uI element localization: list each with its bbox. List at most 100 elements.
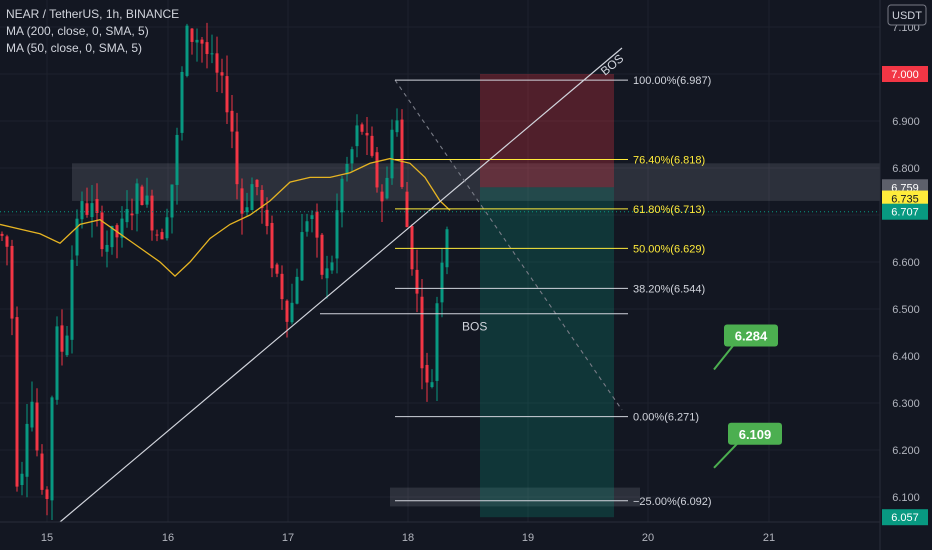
- candle: [155, 229, 159, 242]
- price-tag-label: 7.000: [891, 69, 919, 81]
- candle: [20, 461, 24, 496]
- candle-body: [120, 218, 124, 238]
- candle: [335, 193, 339, 274]
- ma-200-label: MA (200, close, 0, SMA, 5): [6, 24, 149, 38]
- candle: [380, 184, 384, 222]
- candle-body: [95, 199, 99, 213]
- x-tick-label: 20: [642, 532, 654, 544]
- fib-retracement: 100.00%(6.987) 76.40%(6.818) 61.80%(6.713)…: [395, 75, 712, 508]
- candle-body: [330, 262, 334, 271]
- candle-body: [255, 179, 259, 188]
- candle: [375, 146, 379, 193]
- candle-body: [170, 184, 174, 218]
- candle-body: [85, 203, 89, 215]
- moving-average: [0, 157, 451, 277]
- x-tick-label: 15: [41, 532, 53, 544]
- candle-body: [385, 177, 389, 199]
- candle-body: [380, 191, 384, 202]
- candle: [195, 28, 199, 62]
- candle: [445, 226, 449, 275]
- candle: [350, 146, 354, 172]
- candle: [30, 381, 34, 432]
- candle-body: [260, 189, 264, 209]
- candle-body: [245, 207, 249, 213]
- y-tick-label: 6.200: [892, 445, 920, 457]
- candle: [110, 225, 114, 255]
- candle: [180, 66, 184, 141]
- y-tick-label: 6.500: [892, 304, 920, 316]
- ma-line: [0, 157, 451, 277]
- candle-body: [70, 259, 74, 340]
- candle-body: [290, 302, 294, 323]
- fib-level-label: −25.00%(6.092): [633, 496, 712, 508]
- candle-body: [130, 213, 134, 216]
- candle: [355, 114, 359, 158]
- candle: [280, 265, 284, 310]
- candle: [115, 223, 119, 259]
- candle: [205, 22, 209, 69]
- callout-pointer: [713, 343, 735, 371]
- fib-level-label: 61.80%(6.713): [633, 204, 705, 216]
- candle-body: [65, 335, 69, 356]
- candles: [0, 22, 449, 520]
- fib-level-label: 76.40%(6.818): [633, 155, 705, 167]
- candle-body: [350, 149, 354, 164]
- currency-box: [887, 4, 927, 26]
- candle: [200, 37, 204, 63]
- candle: [135, 178, 139, 232]
- candle-body: [75, 218, 79, 256]
- candle-body: [210, 53, 214, 55]
- candle-body: [10, 245, 14, 319]
- callout-label: 6.284: [735, 329, 768, 344]
- y-tick-label: 6.300: [892, 398, 920, 410]
- target-callouts: 6.284 6.109: [713, 324, 782, 469]
- price-tag-label: 6.735: [891, 194, 919, 206]
- callout-pointer: [713, 442, 739, 469]
- candle: [290, 283, 294, 325]
- candle-body: [225, 76, 229, 113]
- candle: [80, 191, 84, 229]
- candle: [370, 126, 374, 158]
- candle-body: [0, 233, 4, 236]
- candle: [25, 404, 29, 498]
- candle-body: [275, 264, 279, 274]
- price-tag: [882, 66, 928, 82]
- candle-body: [410, 225, 414, 270]
- candle-body: [295, 276, 299, 304]
- callout-label: 6.109: [739, 427, 772, 442]
- candle: [15, 306, 19, 492]
- candle-body: [395, 120, 399, 133]
- candle-body: [315, 211, 319, 238]
- candle: [305, 213, 309, 237]
- candle: [320, 232, 324, 280]
- candle: [130, 198, 134, 231]
- candle-body: [265, 209, 269, 227]
- candle: [105, 230, 109, 268]
- candle: [50, 395, 54, 520]
- candle-body: [45, 489, 49, 499]
- candle: [160, 228, 164, 240]
- candle-body: [425, 364, 429, 383]
- fib-level-label: 0.00%(6.271): [633, 412, 699, 424]
- candle: [55, 316, 59, 405]
- stop-loss-zone: [480, 74, 614, 188]
- candle-body: [35, 402, 39, 451]
- ma-50-label: MA (50, close, 0, SMA, 5): [6, 41, 143, 55]
- candle: [245, 192, 249, 216]
- candle: [270, 215, 274, 278]
- position-tool: [480, 74, 614, 518]
- x-tick-label: 21: [763, 532, 775, 544]
- candle-body: [15, 317, 19, 487]
- candle: [420, 278, 424, 390]
- y-tick-label: 6.800: [892, 163, 920, 175]
- candle: [275, 262, 279, 278]
- candle-body: [155, 234, 159, 236]
- candle-body: [25, 423, 29, 477]
- candle: [70, 245, 74, 354]
- candle: [140, 184, 144, 206]
- candle: [235, 112, 239, 200]
